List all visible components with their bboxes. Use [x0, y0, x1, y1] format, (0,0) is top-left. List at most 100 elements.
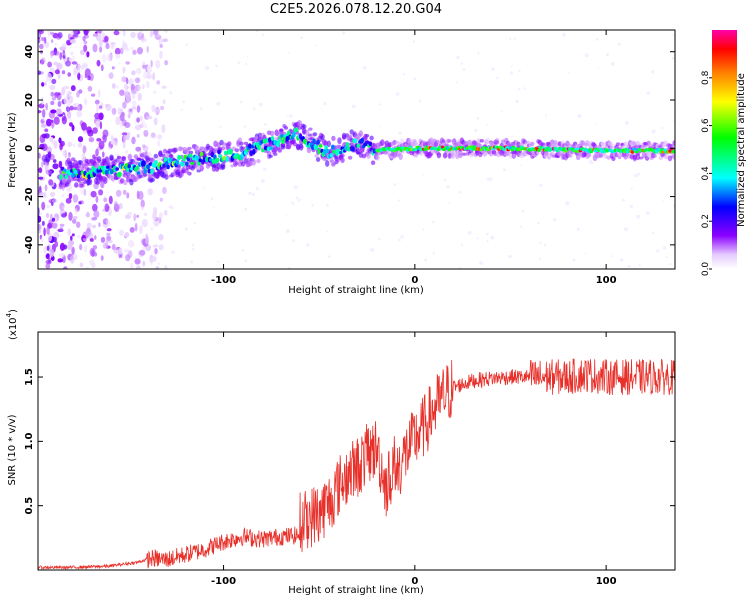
spectrogram-noise-cell — [102, 242, 109, 249]
spectrogram-speck — [289, 114, 293, 118]
spectrogram-noise-cell — [153, 30, 159, 36]
spectrogram-speck — [477, 237, 479, 240]
spectrogram-noise-cell — [51, 198, 58, 203]
spectrogram-noise-cell — [43, 227, 46, 237]
spectrogram-noise-cell — [141, 206, 145, 211]
spectrogram-x-tick-label: 100 — [596, 275, 617, 286]
spectrogram-noise-cell — [152, 72, 155, 81]
spectrogram-ridge-cell — [351, 146, 355, 152]
spectrogram-speck — [584, 53, 589, 58]
spectrogram-ridge-cell — [269, 146, 274, 151]
spectrogram-speck — [402, 73, 406, 76]
spectrogram-halo-cell — [116, 155, 122, 159]
spectrogram-speck — [61, 193, 65, 198]
spectrogram-speck — [244, 259, 248, 263]
snr-data-point — [491, 378, 492, 379]
spectrogram-noise-cell — [62, 55, 66, 59]
spectrogram-noise-cell — [110, 45, 114, 50]
spectrogram-noise-cell — [132, 100, 137, 109]
spectrogram-speck — [479, 261, 483, 265]
spectrogram-ridge-cell — [312, 138, 316, 144]
spectrogram-noise-cell — [105, 103, 112, 111]
spectrogram-halo-cell — [292, 142, 298, 147]
spectrogram-speck — [67, 154, 70, 157]
snr-data-point — [223, 541, 224, 542]
snr-data-point — [548, 376, 549, 377]
spectrogram-noise-cell — [64, 211, 68, 217]
spectrogram-x-ticks: -100 0 100 — [211, 30, 617, 286]
spectrogram-speck — [264, 123, 267, 126]
spectrogram-noise-cell — [149, 259, 153, 266]
spectrogram-noise-cell — [104, 203, 110, 213]
spectrogram-noise-cell — [108, 72, 114, 79]
spectrogram-speck — [619, 258, 624, 262]
spectrogram-speck — [137, 97, 142, 102]
spectrogram-noise-cell — [133, 213, 136, 222]
spectrogram-noise-cell — [110, 135, 114, 141]
spectrogram-speck — [370, 248, 375, 252]
spectrogram-halo-cell — [329, 159, 334, 163]
snr-x-label: Height of straight line (km) — [288, 585, 424, 596]
spectrogram-speck — [511, 135, 514, 138]
spectrogram-noise-cell — [41, 161, 44, 168]
spectrogram-speck — [474, 129, 478, 133]
spectrogram-halo-cell — [511, 152, 517, 159]
spectrogram-halo-cell — [341, 132, 347, 139]
snr-series-line — [38, 358, 675, 570]
spectrogram-halo-cell — [221, 164, 226, 170]
spectrogram-noise-cell — [52, 236, 57, 243]
snr-y-tick-label: 1.0 — [24, 432, 35, 450]
spectrogram-noise-cell — [135, 67, 142, 75]
spectrogram-speck — [518, 87, 521, 91]
spectrogram-speck — [362, 66, 367, 70]
spectrogram-ridge-cell — [118, 171, 122, 177]
spectrogram-noise-cell — [38, 192, 46, 199]
spectrogram-speck — [285, 229, 290, 234]
spectrogram-noise-cell — [129, 108, 133, 112]
spectrogram-halo-cell — [340, 157, 345, 164]
spectrogram-noise-cell — [163, 264, 168, 269]
spectrogram-noise-cell — [139, 249, 146, 256]
spectrogram-noise-cell — [138, 190, 144, 200]
spectrogram-halo-cell — [123, 180, 128, 186]
spectrogram-halo-cell — [348, 155, 353, 160]
spectrogram-noise-cell — [122, 189, 127, 195]
snr-data-point — [70, 567, 71, 568]
spectrogram-halo-cell — [276, 132, 281, 137]
spectrogram-noise-cell — [119, 89, 125, 96]
spectrogram-speck — [661, 126, 664, 130]
spectrogram-noise-cell — [137, 47, 143, 55]
spectrogram-noise-cell — [43, 246, 48, 254]
spectrogram-noise-cell — [77, 234, 81, 239]
snr-x-tick-label: -100 — [211, 576, 236, 587]
spectrogram-speck — [495, 77, 499, 80]
spectrogram-ridge-cell — [518, 147, 522, 152]
spectrogram-noise-cell — [87, 129, 94, 137]
spectrogram-speck — [135, 32, 138, 35]
spectrogram-noise-cell — [143, 71, 148, 79]
spectrogram-noise-cell — [123, 83, 128, 90]
spectrogram-speck — [180, 108, 183, 111]
spectrogram-halo-cell — [240, 161, 246, 167]
spectrogram-halo-cell — [234, 148, 240, 153]
spectrogram-noise-cell — [63, 244, 68, 250]
spectrogram-speck — [467, 231, 472, 235]
spectrogram-speck — [42, 117, 46, 121]
spectrogram-ridge-cell — [356, 143, 361, 148]
spectrogram-noise-cell — [114, 47, 121, 56]
spectrogram-noise-cell — [86, 51, 90, 58]
spectrogram-ridge-cell — [130, 167, 134, 171]
snr-x-tick-label: 0 — [411, 576, 418, 587]
spectrogram-noise-cell — [65, 60, 71, 67]
spectrogram-noise-cell — [62, 149, 67, 157]
spectrogram-noise-cell — [146, 80, 150, 89]
spectrogram-speck — [142, 235, 145, 237]
spectrogram-noise-cell — [106, 228, 112, 232]
spectrogram-halo-cell — [150, 177, 155, 182]
spectrogram-noise-cell — [111, 107, 117, 115]
spectrogram-noise-cell — [126, 132, 131, 136]
spectrogram-noise-cell — [151, 256, 157, 262]
spectrogram-noise-cell — [86, 211, 90, 218]
snr-data-point — [529, 376, 530, 377]
spectrogram-noise-cell — [95, 120, 101, 127]
